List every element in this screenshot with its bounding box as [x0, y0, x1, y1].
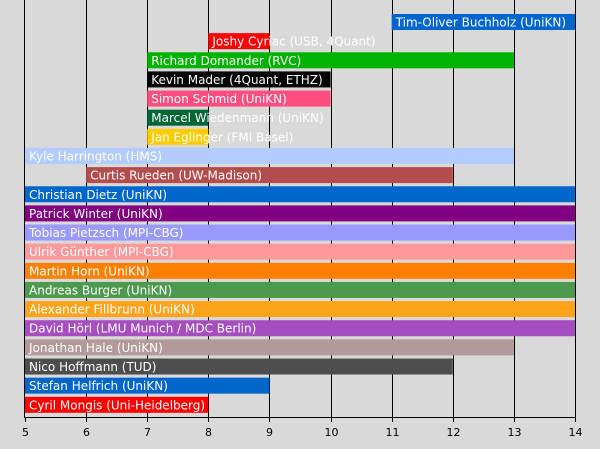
bar — [25, 243, 575, 260]
bar — [391, 14, 575, 30]
bar-label: Jan Eglinger (FMI Basel) — [150, 130, 293, 144]
bar-label: Kevin Mader (4Quant, ETHZ) — [151, 73, 322, 87]
bar-label: Martin Horn (UniKN) — [29, 264, 150, 278]
bar — [25, 186, 575, 203]
x-tick-label: 10 — [325, 426, 339, 439]
bar — [25, 262, 575, 279]
bar — [25, 339, 514, 356]
bar-label: Ulrik Günther (MPI-CBG) — [29, 245, 174, 259]
x-tick-label: 13 — [508, 426, 522, 439]
bar — [25, 301, 575, 318]
bar — [147, 128, 209, 145]
x-tick-label: 11 — [386, 426, 400, 439]
bar-label: Marcel Wiedenmann (UniKN) — [151, 111, 323, 125]
bar-label: Tim-Oliver Buchholz (UniKN) — [395, 16, 566, 30]
bar — [86, 167, 453, 184]
bar — [25, 377, 270, 394]
bar-label: Kyle Harrington (HMS) — [29, 149, 162, 163]
x-tick-label: 9 — [266, 426, 273, 439]
bar — [25, 358, 453, 375]
bar-label: Tobias Pietzsch (MPI-CBG) — [28, 226, 184, 240]
x-tick-label: 7 — [144, 426, 151, 439]
bar — [25, 147, 514, 164]
bar-label: Nico Hoffmann (TUD) — [29, 360, 156, 374]
bar-label: Richard Domander (RVC) — [151, 54, 301, 68]
bar-label: David Hörl (LMU Munich / MDC Berlin) — [29, 322, 256, 336]
bar — [25, 320, 575, 337]
bar-label: Andreas Burger (UniKN) — [29, 283, 172, 297]
bar — [147, 109, 209, 126]
bar — [147, 71, 331, 88]
bar-label: Cyril Mongis (Uni-Heidelberg) — [29, 398, 205, 412]
bar — [147, 52, 514, 69]
bar-label: Stefan Helfrich (UniKN) — [29, 379, 168, 393]
x-axis: 5 6 7 8 9 10 11 12 13 14 — [22, 0, 583, 439]
x-tick-label: 12 — [447, 426, 461, 439]
bar — [25, 224, 575, 241]
bar-label: Joshy Cyriac (USB, 4Quant) — [211, 35, 375, 49]
x-tick-label: 14 — [569, 426, 583, 439]
x-tick-label: 6 — [83, 426, 90, 439]
bar-label: Alexander Fillbrunn (UniKN) — [29, 303, 195, 317]
bar-label: Christian Dietz (UniKN) — [29, 188, 167, 202]
bars: Tim-Oliver Buchholz (UniKN) Joshy Cyriac … — [25, 14, 575, 413]
bar-label: Simon Schmid (UniKN) — [151, 92, 287, 106]
bar-label: Curtis Rueden (UW-Madison) — [90, 169, 262, 183]
x-tick-label: 8 — [205, 426, 212, 439]
bar — [25, 205, 575, 222]
bar — [147, 90, 331, 107]
bar — [25, 396, 209, 413]
bar — [25, 281, 575, 298]
x-tick-label: 5 — [22, 426, 29, 439]
bar-label: Patrick Winter (UniKN) — [29, 207, 163, 221]
bar-label: Jonathan Hale (UniKN) — [28, 341, 163, 355]
bar — [208, 33, 270, 50]
